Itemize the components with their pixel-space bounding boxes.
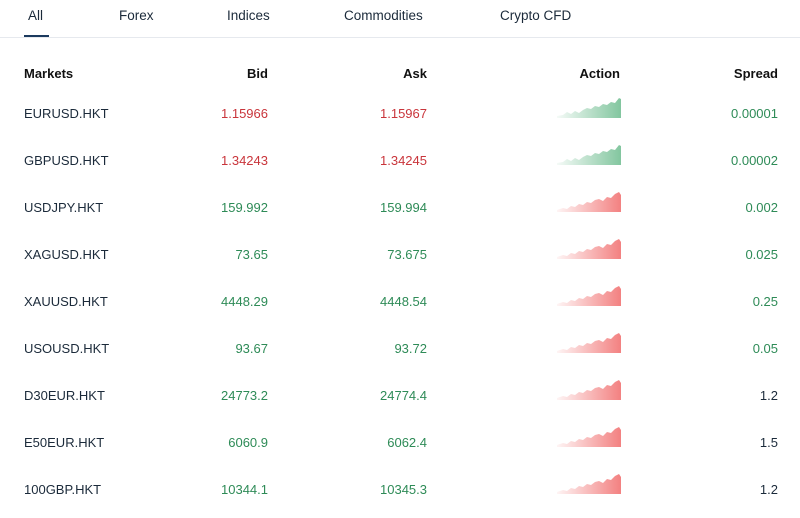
market-symbol[interactable]: GBPUSD.HKT <box>24 153 109 168</box>
table-row[interactable]: D30EUR.HKT 24773.2 24774.4 1.2 <box>0 380 800 406</box>
table-row[interactable]: GBPUSD.HKT 1.34243 1.34245 0.00002 <box>0 145 800 171</box>
sparkline-down-icon[interactable] <box>556 190 622 212</box>
header-spread: Spread <box>733 66 778 81</box>
spread-value: 1.5 <box>759 435 778 450</box>
bid-price: 73.65 <box>235 247 268 262</box>
tab-all[interactable]: All <box>23 8 50 37</box>
spread-value: 0.002 <box>745 200 778 215</box>
sparkline-down-icon[interactable] <box>556 284 622 306</box>
sparkline-up-icon[interactable] <box>556 143 622 165</box>
spread-value: 0.00001 <box>731 106 778 121</box>
market-symbol[interactable]: XAUUSD.HKT <box>24 294 108 309</box>
market-symbol[interactable]: E50EUR.HKT <box>24 435 105 450</box>
market-symbol[interactable]: USOUSD.HKT <box>24 341 110 356</box>
sparkline-down-icon[interactable] <box>556 425 622 447</box>
spread-value: 0.05 <box>752 341 778 356</box>
spread-value: 1.2 <box>759 388 778 403</box>
header-ask: Ask <box>403 66 427 81</box>
sparkline-down-icon[interactable] <box>556 472 622 494</box>
bid-price: 93.67 <box>235 341 268 356</box>
sparkline-down-icon[interactable] <box>556 378 622 400</box>
ask-price: 10345.3 <box>380 482 427 497</box>
ask-price: 1.34245 <box>380 153 427 168</box>
table-row[interactable]: XAUUSD.HKT 4448.29 4448.54 0.25 <box>0 286 800 312</box>
ask-price: 1.15967 <box>380 106 427 121</box>
sparkline-down-icon[interactable] <box>556 331 622 353</box>
sparkline-down-icon[interactable] <box>556 237 622 259</box>
table-row[interactable]: EURUSD.HKT 1.15966 1.15967 0.00001 <box>0 98 800 124</box>
bid-price: 159.992 <box>221 200 268 215</box>
header-markets: Markets <box>24 66 74 81</box>
spread-value: 0.00002 <box>731 153 778 168</box>
tab-indices[interactable]: Indices <box>227 8 270 23</box>
header-bid: Bid <box>247 66 268 81</box>
market-symbol[interactable]: EURUSD.HKT <box>24 106 109 121</box>
table-row[interactable]: USOUSD.HKT 93.67 93.72 0.05 <box>0 333 800 359</box>
ask-price: 24774.4 <box>380 388 427 403</box>
spread-value: 1.2 <box>759 482 778 497</box>
market-symbol[interactable]: D30EUR.HKT <box>24 388 105 403</box>
market-symbol[interactable]: XAGUSD.HKT <box>24 247 109 262</box>
table-header: Markets Bid Ask Action Spread <box>0 66 800 82</box>
spread-value: 0.25 <box>752 294 778 309</box>
bid-price: 10344.1 <box>221 482 268 497</box>
bid-price: 24773.2 <box>221 388 268 403</box>
tab-commodities[interactable]: Commodities <box>344 8 423 23</box>
ask-price: 4448.54 <box>380 294 427 309</box>
market-symbol[interactable]: USDJPY.HKT <box>24 200 104 215</box>
market-tabs: All Forex Indices Commodities Crypto CFD <box>0 0 800 38</box>
bid-price: 1.34243 <box>221 153 268 168</box>
table-row[interactable]: USDJPY.HKT 159.992 159.994 0.002 <box>0 192 800 218</box>
header-action: Action <box>579 66 620 81</box>
ask-price: 159.994 <box>380 200 427 215</box>
table-row[interactable]: E50EUR.HKT 6060.9 6062.4 1.5 <box>0 427 800 453</box>
bid-price: 6060.9 <box>228 435 268 450</box>
ask-price: 6062.4 <box>387 435 427 450</box>
tab-forex[interactable]: Forex <box>119 8 154 23</box>
table-row[interactable]: 100GBP.HKT 10344.1 10345.3 1.2 <box>0 474 800 500</box>
tab-crypto-cfd[interactable]: Crypto CFD <box>500 8 572 23</box>
ask-price: 93.72 <box>394 341 427 356</box>
sparkline-up-icon[interactable] <box>556 96 622 118</box>
spread-value: 0.025 <box>745 247 778 262</box>
bid-price: 1.15966 <box>221 106 268 121</box>
table-row[interactable]: XAGUSD.HKT 73.65 73.675 0.025 <box>0 239 800 265</box>
market-symbol[interactable]: 100GBP.HKT <box>24 482 102 497</box>
ask-price: 73.675 <box>387 247 427 262</box>
bid-price: 4448.29 <box>221 294 268 309</box>
